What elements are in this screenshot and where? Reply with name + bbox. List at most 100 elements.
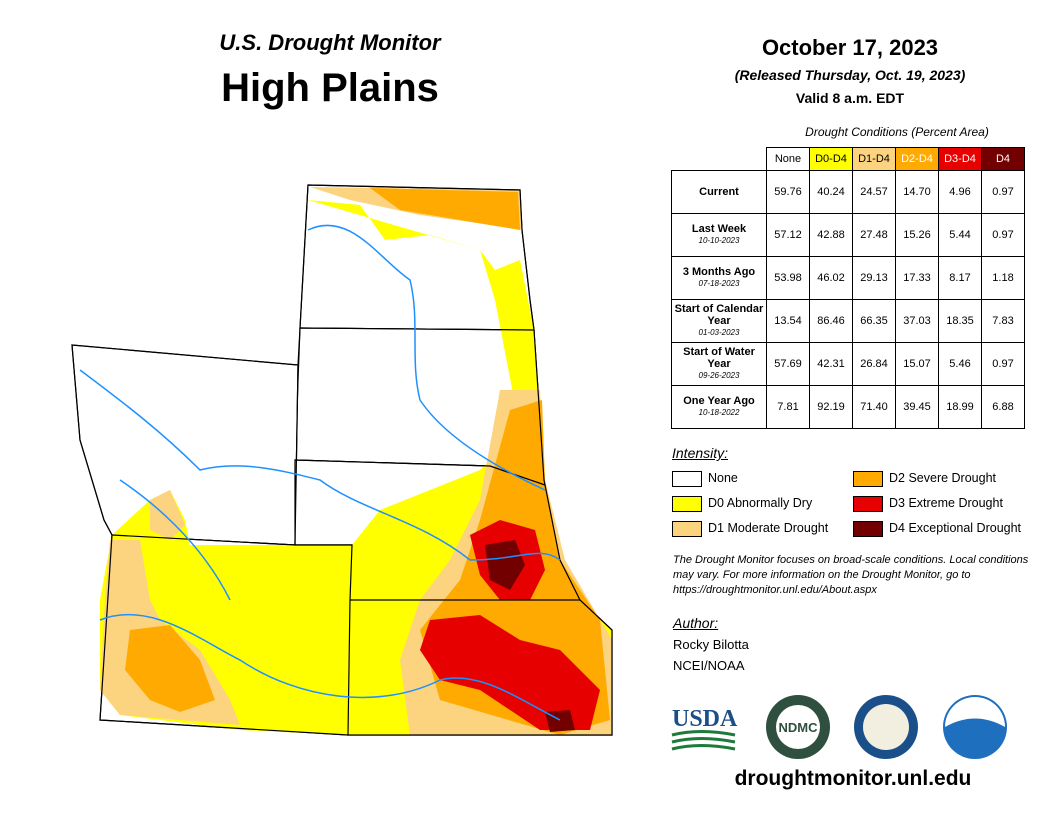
legend: Intensity: None D0 Abnormally Dry D1 Moder…	[672, 445, 1042, 537]
cell: 1.18	[981, 256, 1025, 300]
author-name: Rocky Bilotta	[673, 637, 749, 652]
table-row: 3 Months Ago 07-18-2023 53.98 46.02 29.13 17.…	[671, 256, 1025, 300]
legend-item: D4 Exceptional Drought	[853, 519, 1038, 539]
author-org: NCEI/NOAA	[673, 658, 745, 673]
column-header: D3-D4	[938, 147, 982, 171]
cell: 46.02	[809, 256, 853, 300]
legend-swatch	[853, 496, 883, 512]
row-date: 10-10-2023	[698, 236, 740, 245]
river	[79, 369, 561, 561]
usda-logo: USDA	[672, 706, 738, 732]
cell: 42.31	[809, 342, 853, 386]
cell: 27.48	[852, 213, 896, 257]
cell: 57.12	[766, 213, 810, 257]
row-name: Last Week	[691, 223, 747, 235]
row-date: 01-03-2023	[698, 328, 740, 337]
legend-item: D3 Extreme Drought	[853, 494, 1038, 514]
conditions-table: None D0-D4 D1-D4 D2-D4 D3-D4 D4 Current 59.76 40…	[671, 147, 1025, 429]
row-name: 3 Months Ago	[682, 266, 756, 278]
cell: 5.46	[938, 342, 982, 386]
d2-area	[370, 188, 520, 230]
river	[99, 613, 561, 721]
row-label: One Year Ago 10-18-2022	[671, 385, 767, 429]
d3-area	[420, 615, 600, 730]
note: The Drought Monitor focuses on broad-sca…	[673, 554, 1029, 596]
border	[295, 544, 353, 736]
d1-area	[150, 490, 185, 540]
d4-area	[485, 540, 525, 590]
legend-item: D1 Moderate Drought	[672, 519, 857, 539]
row-name: Current	[699, 186, 739, 198]
cell: 57.69	[766, 342, 810, 386]
state-wy	[71, 344, 299, 546]
cell: 42.88	[809, 213, 853, 257]
legend-swatch	[672, 471, 702, 487]
cell: 39.45	[895, 385, 939, 429]
row-label: 3 Months Ago 07-18-2023	[671, 256, 767, 300]
table-row: Start of Calendar Year 01-03-2023 13.54 86.…	[671, 299, 1025, 343]
drought-areas	[100, 187, 612, 735]
date: October 17, 2023	[761, 35, 939, 60]
cell: 37.03	[895, 299, 939, 343]
table-row: Last Week 10-10-2023 57.12 42.88 27.48 15.26 5…	[671, 213, 1025, 257]
column-header: D1-D4	[852, 147, 896, 171]
cell: 92.19	[809, 385, 853, 429]
logos: USDA NDMC	[671, 695, 1007, 759]
d2-area	[125, 625, 215, 712]
legend-swatch	[853, 471, 883, 487]
legend-swatch	[853, 521, 883, 537]
cell: 7.81	[766, 385, 810, 429]
cell: 15.07	[895, 342, 939, 386]
cell: 18.35	[938, 299, 982, 343]
legend-item: None	[672, 469, 857, 489]
cell: 17.33	[895, 256, 939, 300]
table-row: Start of Water Year 09-26-2023 57.69 42.31 2…	[671, 342, 1025, 386]
cell: 53.98	[766, 256, 810, 300]
row-label: Last Week 10-10-2023	[671, 213, 767, 257]
river	[119, 479, 231, 601]
cell: 4.96	[938, 170, 982, 214]
footer-url: droughtmonitor.unl.edu	[734, 767, 972, 790]
d4-area	[545, 710, 575, 732]
row-name: Start of Calendar Year	[674, 303, 764, 327]
cell: 86.46	[809, 299, 853, 343]
map	[71, 184, 613, 736]
table-row: Current 59.76 40.24 24.57 14.70 4.96 0.97	[671, 170, 1025, 214]
row-date: 10-18-2022	[698, 408, 740, 417]
legend-label: D2 Severe Drought	[889, 471, 997, 485]
cell: 0.97	[981, 213, 1025, 257]
usace-inner	[863, 704, 909, 750]
cell: 0.97	[981, 342, 1025, 386]
cell: 13.54	[766, 299, 810, 343]
table-caption: Drought Conditions (Percent Area)	[805, 125, 989, 139]
cell: 5.44	[938, 213, 982, 257]
cell: 29.13	[852, 256, 896, 300]
row-label: Start of Water Year 09-26-2023	[671, 342, 767, 386]
row-name: One Year Ago	[683, 395, 755, 407]
cell: 6.88	[981, 385, 1025, 429]
legend-swatch	[672, 521, 702, 537]
noaa-bird	[945, 697, 1005, 727]
legend-item: D0 Abnormally Dry	[672, 494, 857, 514]
author-heading: Author:	[673, 615, 719, 631]
row-date: 09-26-2023	[698, 371, 740, 380]
valid: Valid 8 a.m. EDT	[795, 90, 905, 106]
row-name: Start of Water Year	[683, 346, 755, 370]
cell: 0.97	[981, 170, 1025, 214]
border	[294, 459, 546, 486]
legend-title: Intensity:	[672, 445, 729, 461]
cell: 71.40	[852, 385, 896, 429]
legend-swatch	[672, 496, 702, 512]
row-label: Current	[671, 170, 767, 214]
title: High Plains	[221, 66, 439, 110]
cell: 40.24	[809, 170, 853, 214]
column-header: D2-D4	[895, 147, 939, 171]
header-row: None D0-D4 D1-D4 D2-D4 D3-D4 D4	[672, 147, 1025, 171]
table-row: One Year Ago 10-18-2022 7.81 92.19 71.40 39.4…	[671, 385, 1025, 429]
state-borders	[71, 184, 613, 736]
legend-label: D4 Exceptional Drought	[889, 521, 1022, 535]
subtitle: U.S. Drought Monitor	[219, 30, 441, 55]
cell: 24.57	[852, 170, 896, 214]
legend-label: None	[708, 471, 738, 485]
